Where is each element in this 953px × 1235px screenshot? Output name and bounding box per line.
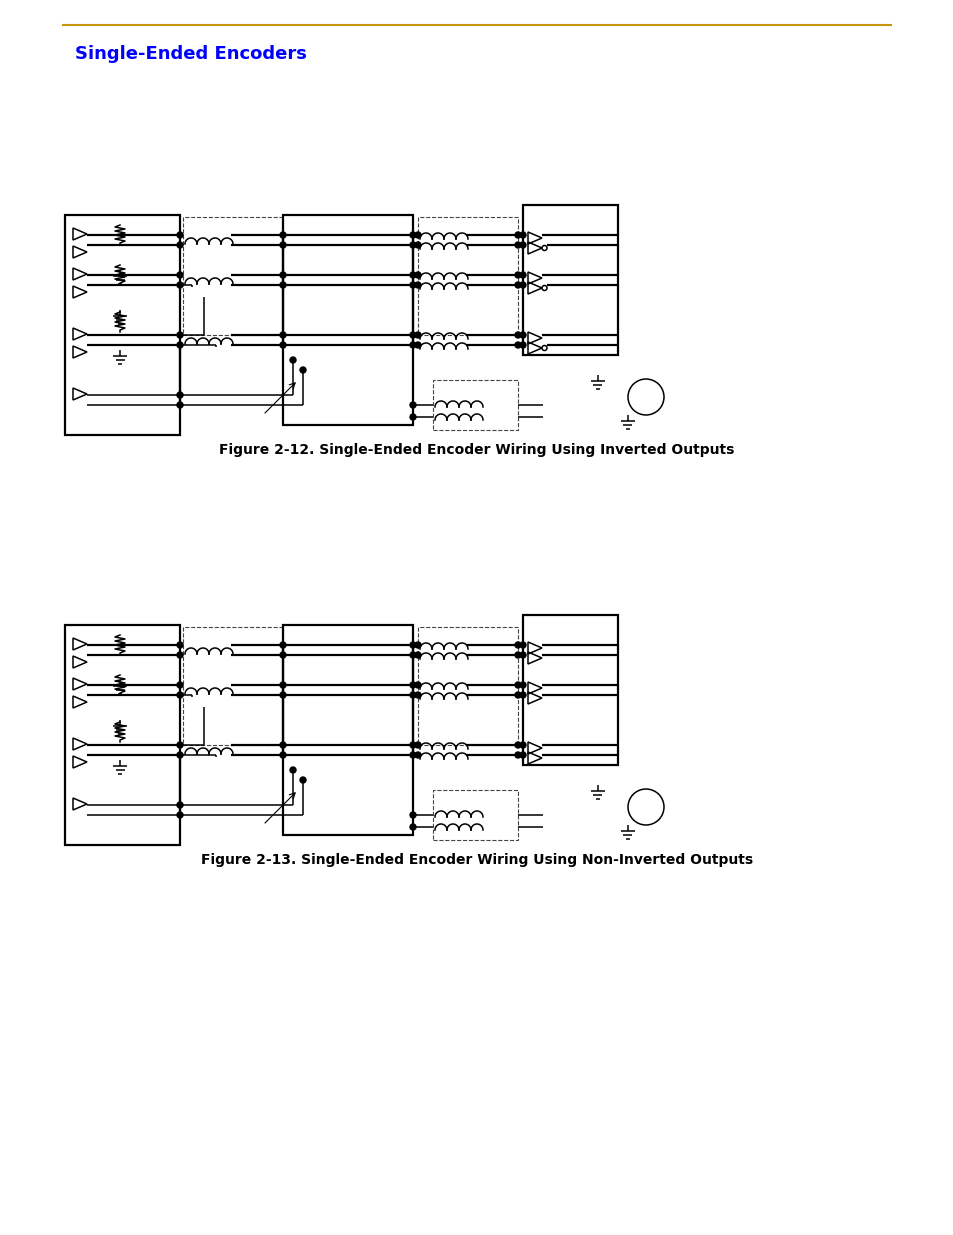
Circle shape — [519, 242, 525, 248]
Circle shape — [410, 242, 416, 248]
Circle shape — [177, 692, 183, 698]
Circle shape — [410, 642, 416, 648]
Circle shape — [519, 742, 525, 748]
Circle shape — [290, 767, 295, 773]
Circle shape — [519, 642, 525, 648]
Circle shape — [280, 342, 286, 348]
Circle shape — [280, 752, 286, 758]
Circle shape — [519, 282, 525, 288]
Circle shape — [415, 342, 420, 348]
Circle shape — [177, 391, 183, 398]
Circle shape — [515, 652, 520, 658]
Circle shape — [519, 272, 525, 278]
Circle shape — [515, 342, 520, 348]
Circle shape — [519, 342, 525, 348]
Circle shape — [177, 652, 183, 658]
Bar — [283, 215, 413, 425]
Bar — [433, 790, 517, 840]
Circle shape — [299, 777, 306, 783]
Circle shape — [410, 811, 416, 818]
Text: Single-Ended Encoders: Single-Ended Encoders — [75, 44, 307, 63]
Circle shape — [415, 282, 420, 288]
Circle shape — [280, 652, 286, 658]
Circle shape — [515, 272, 520, 278]
Circle shape — [177, 811, 183, 818]
Bar — [417, 627, 517, 745]
Circle shape — [280, 242, 286, 248]
Circle shape — [410, 403, 416, 408]
Circle shape — [280, 642, 286, 648]
Circle shape — [280, 692, 286, 698]
Circle shape — [177, 232, 183, 238]
Circle shape — [415, 742, 420, 748]
Bar — [522, 205, 618, 354]
Circle shape — [177, 332, 183, 338]
Bar — [183, 627, 283, 745]
Circle shape — [177, 282, 183, 288]
Circle shape — [515, 642, 520, 648]
Circle shape — [415, 752, 420, 758]
Circle shape — [519, 692, 525, 698]
Circle shape — [415, 682, 420, 688]
Text: Figure 2-13. Single-Ended Encoder Wiring Using Non-Inverted Outputs: Figure 2-13. Single-Ended Encoder Wiring… — [201, 853, 752, 867]
Circle shape — [280, 742, 286, 748]
Circle shape — [177, 802, 183, 808]
Bar — [65, 215, 180, 435]
Circle shape — [410, 272, 416, 278]
Circle shape — [280, 682, 286, 688]
Circle shape — [515, 752, 520, 758]
Circle shape — [415, 272, 420, 278]
Circle shape — [410, 742, 416, 748]
Circle shape — [519, 332, 525, 338]
Circle shape — [515, 242, 520, 248]
Circle shape — [515, 742, 520, 748]
Bar — [417, 217, 517, 335]
Circle shape — [515, 682, 520, 688]
Circle shape — [177, 752, 183, 758]
Circle shape — [410, 824, 416, 830]
Circle shape — [515, 232, 520, 238]
Circle shape — [290, 357, 295, 363]
Circle shape — [415, 642, 420, 648]
Bar — [433, 380, 517, 430]
Circle shape — [519, 752, 525, 758]
Circle shape — [177, 242, 183, 248]
Circle shape — [415, 692, 420, 698]
Bar — [183, 217, 283, 335]
Circle shape — [519, 682, 525, 688]
Circle shape — [415, 652, 420, 658]
Circle shape — [410, 682, 416, 688]
Circle shape — [410, 692, 416, 698]
Circle shape — [280, 272, 286, 278]
Circle shape — [177, 403, 183, 408]
Circle shape — [280, 232, 286, 238]
Circle shape — [519, 232, 525, 238]
Circle shape — [415, 232, 420, 238]
Circle shape — [177, 742, 183, 748]
Text: Figure 2-12. Single-Ended Encoder Wiring Using Inverted Outputs: Figure 2-12. Single-Ended Encoder Wiring… — [219, 443, 734, 457]
Circle shape — [177, 272, 183, 278]
Circle shape — [410, 342, 416, 348]
Circle shape — [299, 367, 306, 373]
Circle shape — [515, 332, 520, 338]
Circle shape — [410, 652, 416, 658]
Circle shape — [177, 682, 183, 688]
Circle shape — [280, 282, 286, 288]
Circle shape — [410, 752, 416, 758]
Circle shape — [410, 332, 416, 338]
Circle shape — [519, 652, 525, 658]
Bar — [283, 625, 413, 835]
Circle shape — [515, 692, 520, 698]
Bar — [65, 625, 180, 845]
Circle shape — [177, 642, 183, 648]
Circle shape — [515, 282, 520, 288]
Circle shape — [177, 342, 183, 348]
Circle shape — [415, 332, 420, 338]
Circle shape — [410, 414, 416, 420]
Circle shape — [280, 332, 286, 338]
Bar — [522, 615, 618, 764]
Circle shape — [410, 232, 416, 238]
Circle shape — [410, 282, 416, 288]
Circle shape — [415, 242, 420, 248]
